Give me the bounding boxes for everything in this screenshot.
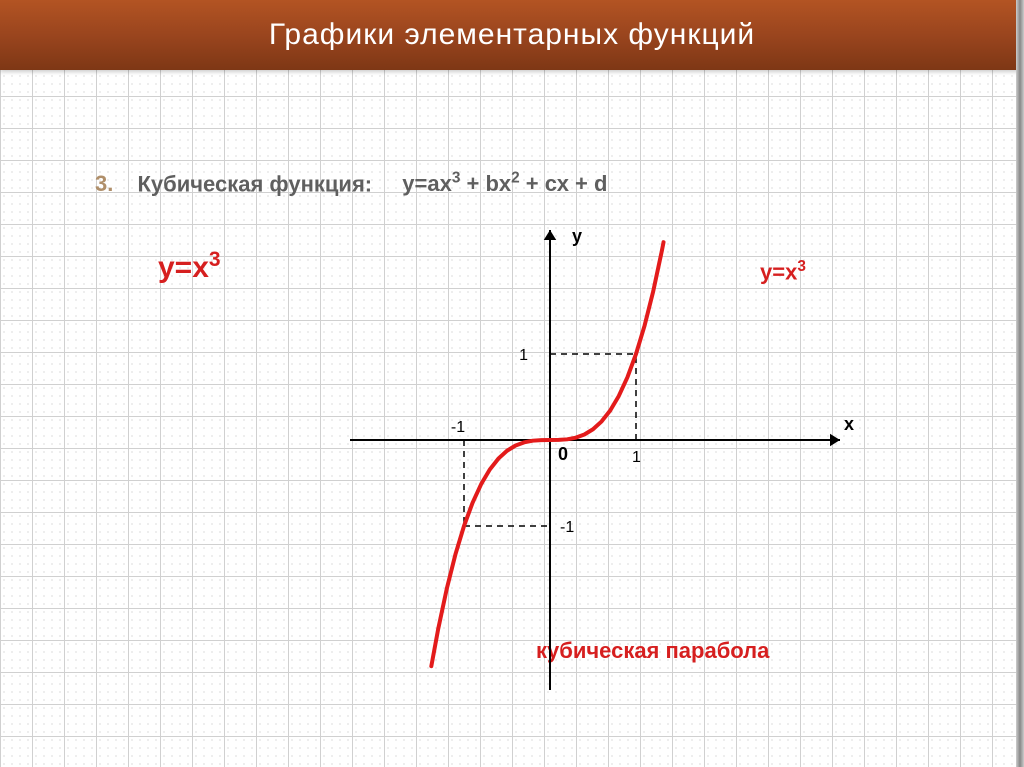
svg-text:-1: -1: [560, 519, 574, 536]
equation-label-left: у=х3: [158, 248, 221, 285]
svg-text:1: 1: [632, 449, 641, 466]
cubic-chart: у х 0 1 -1 1 -1: [330, 220, 860, 700]
heading-formula: у=ах3 + bх2 + сх + d: [402, 171, 607, 196]
right-decorative-rail: [1016, 0, 1024, 767]
svg-text:х: х: [844, 414, 854, 434]
slide: Графики элементарных функций 3. Кубическ…: [0, 0, 1024, 767]
slide-title: Графики элементарных функций: [269, 18, 755, 52]
chart-svg: у х 0 1 -1 1 -1: [330, 220, 860, 700]
svg-text:-1: -1: [451, 419, 465, 436]
heading-term: Кубическая функция:: [137, 171, 372, 196]
svg-text:1: 1: [519, 347, 528, 364]
svg-text:у: у: [572, 226, 582, 246]
heading-number: 3.: [95, 171, 113, 196]
heading-line: 3. Кубическая функция: у=ах3 + bх2 + сх …: [95, 170, 607, 197]
title-bar: Графики элементарных функций: [0, 0, 1024, 70]
svg-text:0: 0: [558, 444, 568, 464]
